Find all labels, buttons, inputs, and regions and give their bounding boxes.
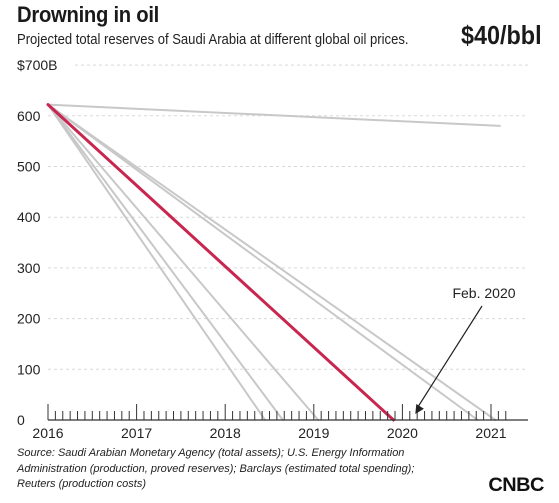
projection-line-2 [47, 103, 284, 421]
cnbc-logo: CNBC [488, 475, 544, 496]
y-tick-labels: $700B 600 500 400 300 200 100 0 [17, 57, 57, 428]
projection-line-3 [47, 103, 320, 421]
x-axis [47, 404, 528, 421]
oil-price-label: $40/bbl [461, 20, 542, 50]
y-tick-label-600: 600 [17, 108, 41, 124]
x-tick-label-2020: 2020 [387, 425, 418, 441]
y-tick-label-100: 100 [17, 361, 41, 377]
x-tick-label-2017: 2017 [121, 425, 152, 441]
y-tick-label-200: 200 [17, 311, 41, 327]
series-lines [46, 103, 501, 422]
y-tick-label-500: 500 [17, 159, 41, 175]
grid-lines [48, 64, 528, 370]
x-tick-labels: 2016 2017 2018 2019 2020 2021 [32, 425, 506, 441]
y-tick-label-0: 0 [17, 412, 25, 428]
chart-title: Drowning in oil [17, 2, 160, 27]
annotation-arrowhead-0 [415, 404, 424, 414]
source-line-1: Source: Saudi Arabian Monetary Agency (t… [17, 447, 405, 459]
highlight-series-line [46, 103, 395, 422]
annotation-label-0: Feb. 2020 [452, 285, 515, 301]
projection-line-1 [47, 103, 267, 421]
projection-line-0 [47, 103, 501, 127]
y-tick-label-400: 400 [17, 209, 41, 225]
x-tick-label-2018: 2018 [210, 425, 241, 441]
source-note: Source: Saudi Arabian Monetary Agency (t… [17, 446, 457, 493]
x-tick-label-2019: 2019 [298, 425, 329, 441]
y-tick-label-300: 300 [17, 260, 41, 276]
annotation-arrow-line-0 [416, 305, 483, 409]
annotations: Feb. 2020 [415, 285, 516, 414]
x-tick-label-2016: 2016 [32, 425, 63, 441]
x-tick-label-2021: 2021 [475, 425, 506, 441]
source-line-2: Administration (production, proved reser… [17, 462, 415, 475]
source-line-3: Reuters (production costs) [17, 478, 146, 490]
projection-line-5 [47, 103, 497, 421]
projection-line-4 [47, 103, 479, 421]
y-tick-label-700: $700B [17, 57, 57, 73]
chart-subtitle: Projected total reserves of Saudi Arabia… [17, 32, 409, 48]
